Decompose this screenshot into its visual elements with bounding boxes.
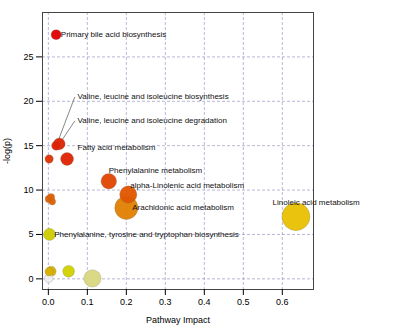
svg-text:0.3: 0.3 — [159, 297, 172, 307]
svg-text:0.0: 0.0 — [42, 297, 55, 307]
svg-text:10: 10 — [23, 185, 33, 195]
svg-text:Phenylalanine, tyrosine and tr: Phenylalanine, tyrosine and tryptophan b… — [54, 230, 239, 239]
svg-text:0.4: 0.4 — [198, 297, 211, 307]
svg-text:Valine, leucine and isoleucine: Valine, leucine and isoleucine biosynthe… — [78, 92, 229, 101]
svg-text:Fatty acid metabolism: Fatty acid metabolism — [78, 143, 156, 152]
svg-text:25: 25 — [23, 52, 33, 62]
svg-text:Arachidonic acid metabolism: Arachidonic acid metabolism — [132, 203, 234, 212]
svg-text:Pathway Impact: Pathway Impact — [146, 315, 211, 325]
svg-text:Valine, leucine and isoleucine: Valine, leucine and isoleucine degradati… — [78, 116, 227, 125]
svg-text:20: 20 — [23, 96, 33, 106]
svg-text:Phenylalanine metabolism: Phenylalanine metabolism — [109, 166, 203, 175]
svg-text:Primary bile acid biosynthesis: Primary bile acid biosynthesis — [61, 30, 166, 39]
svg-text:0.2: 0.2 — [120, 297, 133, 307]
svg-text:0: 0 — [28, 274, 33, 284]
svg-text:5: 5 — [28, 229, 33, 239]
svg-text:0.6: 0.6 — [276, 297, 289, 307]
svg-text:15: 15 — [23, 141, 33, 151]
svg-text:0.1: 0.1 — [81, 297, 94, 307]
svg-text:0.5: 0.5 — [237, 297, 250, 307]
svg-text:alpha-Linolenic acid metabolis: alpha-Linolenic acid metabolism — [130, 181, 244, 190]
svg-text:-log(p): -log(p) — [2, 138, 12, 164]
svg-text:Linoleic acid metabolism: Linoleic acid metabolism — [273, 198, 360, 207]
